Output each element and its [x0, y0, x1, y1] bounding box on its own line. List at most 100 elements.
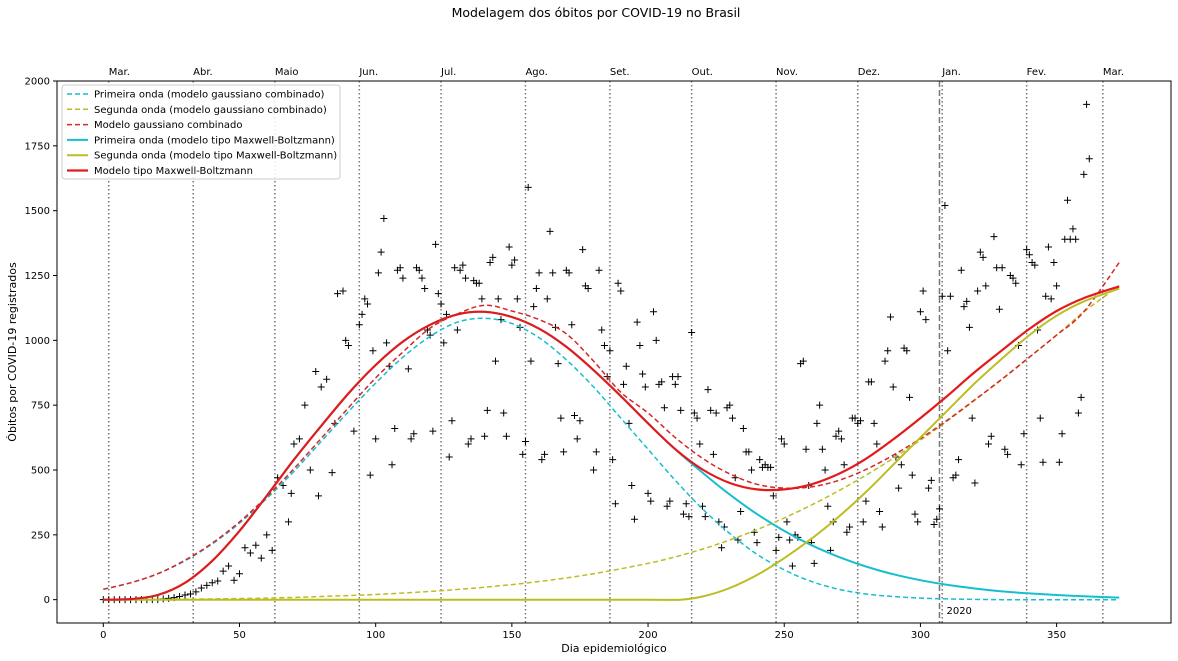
data-point [440, 339, 448, 347]
series-lines [103, 262, 1120, 601]
data-point [1072, 235, 1080, 243]
data-point [876, 507, 884, 515]
data-point [995, 305, 1003, 313]
data-point [666, 497, 674, 505]
year-marker: 2020 [938, 81, 972, 623]
data-point [453, 326, 461, 334]
data-point [881, 357, 889, 365]
data-point [1001, 445, 1009, 453]
data-point [494, 295, 502, 303]
y-tick-label: 1000 [25, 336, 50, 347]
data-point [459, 261, 467, 269]
series-combined-gaussian [103, 262, 1120, 591]
data-point [611, 500, 619, 508]
data-point [677, 406, 685, 414]
data-point [538, 456, 546, 464]
data-point [873, 440, 881, 448]
data-point [546, 227, 554, 235]
data-point [576, 417, 584, 425]
data-point [456, 266, 464, 274]
data-point [998, 264, 1006, 272]
data-point [1053, 282, 1061, 290]
data-point [1020, 430, 1028, 438]
data-point [314, 492, 322, 500]
data-point [693, 414, 701, 422]
data-point [767, 463, 775, 471]
data-point [295, 435, 303, 443]
data-point [783, 518, 791, 526]
data-point [925, 484, 933, 492]
data-point [704, 386, 712, 394]
data-point [1017, 461, 1025, 469]
data-point [1077, 393, 1085, 401]
data-point [895, 484, 903, 492]
data-point [772, 546, 780, 554]
data-point [600, 342, 608, 350]
data-point [840, 461, 848, 469]
data-point [745, 448, 753, 456]
data-point [1085, 155, 1093, 163]
data-point [963, 297, 971, 305]
data-point [660, 404, 668, 412]
data-point [737, 507, 745, 515]
data-point [816, 401, 824, 409]
data-point [481, 432, 489, 440]
data-point [317, 383, 325, 391]
data-point [246, 549, 254, 557]
data-point [938, 292, 946, 300]
data-point [1055, 458, 1063, 466]
data-point [843, 528, 851, 536]
data-point [306, 466, 314, 474]
data-point [922, 316, 930, 324]
data-point [312, 367, 320, 375]
data-point [380, 214, 388, 222]
data-point [1044, 243, 1052, 251]
data-point [219, 567, 227, 575]
data-point [590, 466, 598, 474]
data-point [886, 313, 894, 321]
data-point [625, 419, 633, 427]
y-tick-label: 2000 [25, 77, 50, 88]
y-tick-label: 250 [31, 530, 50, 541]
data-point [952, 471, 960, 479]
data-point [415, 266, 423, 274]
data-point [1047, 295, 1055, 303]
data-point [1009, 274, 1017, 282]
data-point [364, 300, 372, 308]
month-label: Mar. [109, 67, 130, 78]
data-point [350, 427, 358, 435]
data-point [532, 284, 540, 292]
data-point [862, 497, 870, 505]
y-tick-label: 500 [31, 465, 50, 476]
data-point [241, 544, 249, 552]
data-point [696, 440, 704, 448]
data-point [935, 505, 943, 513]
data-point [568, 321, 576, 329]
data-point [423, 326, 431, 334]
data-point [571, 412, 579, 420]
data-point [889, 383, 897, 391]
x-axis-ticks: 0 50 100 150 200 250 300 350 [100, 623, 1066, 641]
data-point [565, 269, 573, 277]
data-point [492, 357, 500, 365]
data-point [622, 362, 630, 370]
series-maxwell-model [103, 285, 1120, 601]
data-point [609, 456, 617, 464]
data-point [957, 266, 965, 274]
data-point [595, 266, 603, 274]
data-point [837, 435, 845, 443]
data-point [846, 523, 854, 531]
data-point [630, 515, 638, 523]
data-point [467, 435, 475, 443]
data-point [682, 500, 690, 508]
data-point [421, 284, 429, 292]
data-point [252, 541, 260, 549]
data-point [971, 479, 979, 487]
plot-area [56, 80, 1172, 624]
data-point [361, 295, 369, 303]
data-point [617, 287, 625, 295]
data-point [946, 292, 954, 300]
data-point [739, 425, 747, 433]
data-point [399, 274, 407, 282]
data-point [429, 427, 437, 435]
